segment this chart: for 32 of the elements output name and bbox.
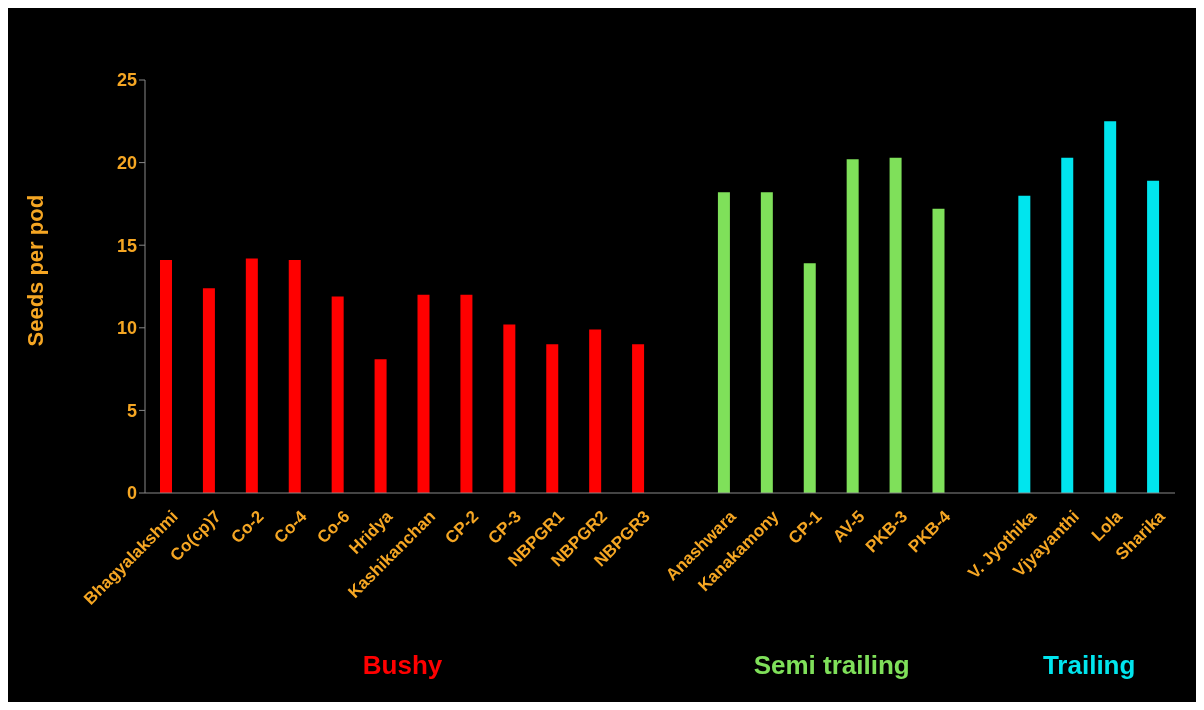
y-axis-title: Seeds per pod (22, 194, 48, 347)
y-tick-label: 5 (126, 400, 137, 421)
y-tick-label: 25 (116, 70, 137, 91)
text: Trailing (1041, 650, 1137, 681)
bar (331, 296, 344, 493)
bar (1018, 195, 1031, 493)
bar (245, 258, 258, 493)
bar (717, 192, 730, 493)
bar (503, 324, 516, 493)
bar (160, 260, 172, 493)
bar (932, 208, 945, 493)
bar (1147, 180, 1160, 493)
bar (374, 359, 387, 493)
y-tick-label: 15 (116, 235, 137, 256)
bar (202, 288, 215, 493)
bar (632, 344, 645, 493)
y-tick-label: 20 (116, 152, 137, 173)
bar (288, 260, 301, 493)
bar (846, 159, 859, 493)
bar (1061, 157, 1074, 493)
bar (546, 344, 559, 493)
y-tick-label: 10 (116, 318, 137, 339)
bar (760, 192, 773, 493)
bar (889, 157, 902, 493)
text: Bushy (361, 650, 444, 681)
bar (417, 294, 430, 493)
bar (1104, 121, 1117, 493)
bar (460, 294, 473, 493)
text: Semi trailing (752, 650, 911, 681)
bar (803, 263, 816, 493)
y-tick-label: 0 (126, 483, 137, 504)
bar (589, 329, 602, 493)
